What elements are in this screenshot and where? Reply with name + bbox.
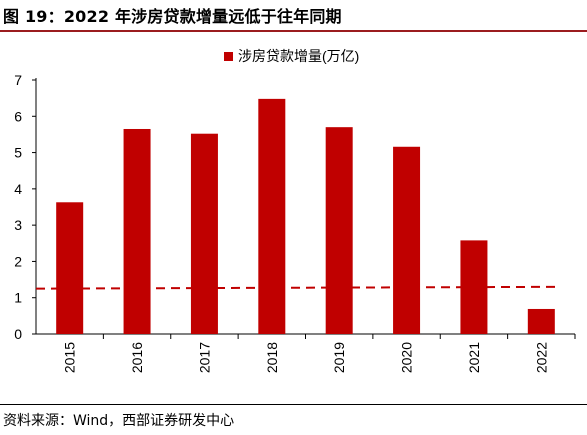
x-tick-label: 2017 [196, 342, 212, 373]
x-tick-label: 2022 [533, 342, 549, 373]
chart-axes: 0 1 2 3 4 5 6 7 [14, 72, 576, 342]
bar [527, 308, 555, 334]
y-tick-label: 4 [14, 181, 22, 197]
x-tick-label: 2018 [264, 342, 280, 373]
bar [123, 128, 151, 334]
y-tick-label: 7 [14, 72, 22, 88]
y-tick-label: 2 [14, 253, 22, 269]
bar [56, 202, 84, 334]
bar [190, 133, 218, 334]
y-tick-label: 5 [14, 145, 22, 161]
chart-legend: 涉房贷款增量(万亿) [224, 48, 359, 64]
y-tick-label: 6 [14, 108, 22, 124]
y-tick-label: 1 [14, 290, 22, 306]
bar [393, 146, 421, 334]
reference-line [35, 285, 561, 290]
title-divider [0, 30, 587, 32]
y-tick-label: 3 [14, 217, 22, 233]
x-tick-label: 2020 [399, 342, 415, 373]
legend-swatch [224, 52, 233, 61]
figure-title: 图 19：2022 年涉房贷款增量远低于往年同期 [3, 7, 342, 26]
bar [258, 98, 286, 335]
x-tick-label: 2019 [331, 342, 347, 373]
legend-label: 涉房贷款增量(万亿) [238, 48, 359, 64]
bar [325, 127, 353, 335]
bar-series [56, 98, 555, 335]
x-tick-label: 2021 [466, 342, 482, 373]
bar-chart: 涉房贷款增量(万亿) 0 1 2 3 4 5 6 7 2015 2016 2017 2018 2019… [14, 48, 576, 373]
x-axis-labels: 2015 2016 2017 2018 2019 2020 2021 2022 [62, 342, 550, 373]
x-tick-label: 2016 [129, 342, 145, 373]
dashed-reference-line [35, 285, 561, 290]
footer-divider [0, 404, 587, 405]
x-tick-label: 2015 [62, 342, 78, 373]
y-tick-label: 0 [14, 326, 22, 342]
source-note: 资料来源：Wind，西部证券研发中心 [3, 413, 235, 429]
